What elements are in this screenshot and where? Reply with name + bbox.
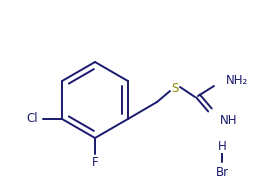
Text: S: S xyxy=(171,82,179,95)
Text: Br: Br xyxy=(215,165,229,179)
Text: Cl: Cl xyxy=(26,112,38,125)
Text: NH₂: NH₂ xyxy=(226,74,248,87)
Text: H: H xyxy=(218,139,226,152)
Text: F: F xyxy=(92,156,98,169)
Text: NH: NH xyxy=(220,113,237,126)
